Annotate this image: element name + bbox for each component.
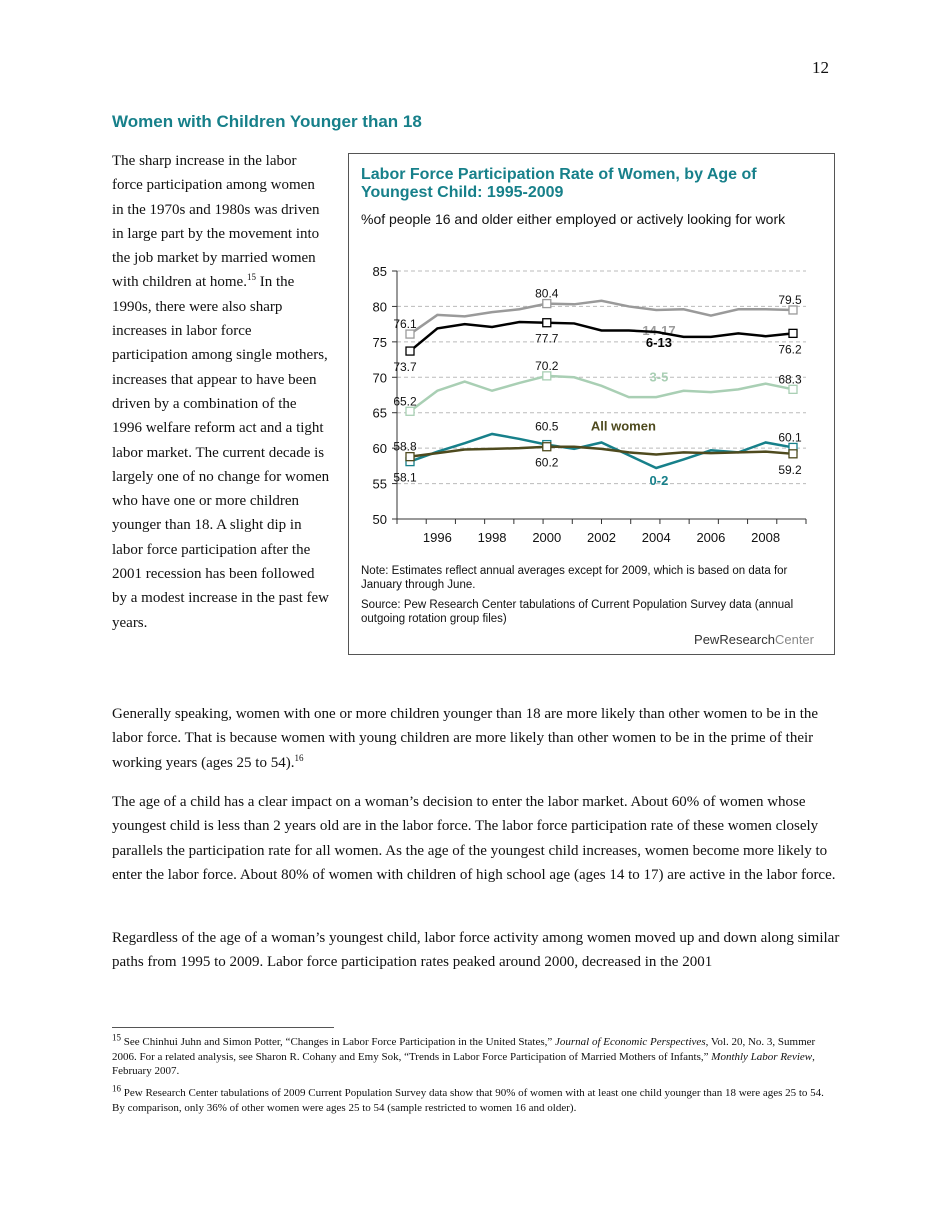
footnote: 15 See Chinhui Juhn and Simon Potter, “C… xyxy=(112,1032,832,1079)
x-tick-label: 1996 xyxy=(423,530,452,545)
data-label: 59.2 xyxy=(778,463,802,477)
data-marker xyxy=(788,328,798,339)
data-label: 58.1 xyxy=(393,471,417,485)
y-tick-label: 75 xyxy=(373,335,387,350)
chart-figure: Labor Force Participation Rate of Women,… xyxy=(348,153,835,655)
data-label: 60.2 xyxy=(535,456,559,470)
journal-title: Monthly Labor Review xyxy=(711,1050,813,1063)
chart-source: Source: Pew Research Center tabulations … xyxy=(361,599,794,625)
data-label: 60.5 xyxy=(535,420,559,434)
data-marker xyxy=(788,305,798,315)
data-label: 80.4 xyxy=(535,287,559,301)
footnote: 16 Pew Research Center tabulations of 20… xyxy=(112,1083,832,1115)
line-chart: 50 55 60 65 70 75 80 85 1996 1998 2000 2002 2004 2006… xyxy=(373,264,807,545)
data-label: 60.1 xyxy=(778,430,802,444)
footnote-text: Pew Research Center tabulations of 2009 … xyxy=(112,1087,824,1114)
data-marker xyxy=(788,449,798,459)
footnote-ref[interactable]: 16 xyxy=(294,752,304,763)
data-label: 79.5 xyxy=(778,293,802,307)
series-line-6-13 xyxy=(409,320,794,353)
page-number: 12 xyxy=(812,58,829,77)
data-marker xyxy=(542,318,552,328)
footnote-number: 15 xyxy=(112,1032,121,1043)
data-marker xyxy=(405,329,415,339)
data-label: 76.1 xyxy=(393,317,417,331)
y-tick-label: 55 xyxy=(373,477,387,492)
y-tick-label: 65 xyxy=(373,406,387,421)
y-tick-label: 60 xyxy=(373,441,387,456)
intro-paragraph: The sharp increase in the labor force pa… xyxy=(112,149,330,635)
y-tick-label: 85 xyxy=(373,264,387,279)
data-label: 73.7 xyxy=(393,360,417,374)
data-label: 76.2 xyxy=(778,342,802,356)
chart-subtitle: %of people 16 and older either employed … xyxy=(361,211,786,227)
body-paragraph: The age of a child has a clear impact on… xyxy=(112,794,836,883)
data-label: 68.3 xyxy=(778,372,802,386)
data-label: 70.2 xyxy=(535,359,559,373)
intro-text: The sharp increase in the labor force pa… xyxy=(112,153,320,291)
x-tick-label: 2008 xyxy=(751,530,780,545)
y-tick-label: 70 xyxy=(373,370,387,385)
data-marker xyxy=(405,406,415,416)
body-paragraph: Regardless of the age of a woman’s young… xyxy=(112,930,840,971)
footnote-text: , Vol. 20, No. 3, Summer 2006. For a rel… xyxy=(112,1036,816,1063)
y-tick-label: 50 xyxy=(373,512,387,527)
data-label: 77.7 xyxy=(535,332,559,346)
logo-text: PewResearch xyxy=(694,632,775,647)
data-marker xyxy=(542,298,552,309)
section-heading: Women with Children Younger than 18 xyxy=(112,112,422,131)
data-marker xyxy=(405,451,415,462)
paragraph-text: Generally speaking, women with one or mo… xyxy=(112,706,819,771)
data-marker xyxy=(542,371,552,381)
intro-text-cont: In the 1990s, there were also sharp incr… xyxy=(112,274,330,631)
series-name-label: All women xyxy=(591,418,656,433)
body-paragraph: Generally speaking, women with one or mo… xyxy=(112,702,842,775)
series-name-label: 3-5 xyxy=(650,370,669,385)
logo-text-center: Center xyxy=(774,632,814,647)
chart-note: Note: Estimates reflect annual averages … xyxy=(361,565,788,591)
footnote-divider xyxy=(112,1027,334,1028)
footnote-text: See Chinhui Juhn and Simon Potter, “Chan… xyxy=(121,1036,555,1048)
series-line-0-2 xyxy=(409,432,794,470)
series-name-label: 0-2 xyxy=(650,473,669,488)
y-tick-label: 80 xyxy=(373,299,387,314)
footnote-ref[interactable]: 15 xyxy=(246,272,256,283)
footnote-text: , February 2007. xyxy=(112,1050,815,1078)
footnote-number: 16 xyxy=(112,1083,121,1094)
x-tick-label: 1998 xyxy=(478,530,507,545)
series-line-3-5 xyxy=(409,374,794,413)
series-name-label: 6-13 xyxy=(646,335,672,350)
x-tick-label: 2002 xyxy=(587,530,616,545)
pew-logo: PewResearchCenter xyxy=(694,632,814,647)
series-line-all-women xyxy=(409,445,794,458)
data-marker xyxy=(788,384,798,394)
series-line-14-17 xyxy=(409,299,794,336)
data-label: 58.8 xyxy=(393,440,417,454)
data-label: 65.2 xyxy=(393,394,417,408)
x-tick-label: 2006 xyxy=(696,530,725,545)
data-marker xyxy=(405,346,415,356)
journal-title: Journal of Economic Perspectives xyxy=(555,1036,706,1048)
x-tick-label: 2000 xyxy=(532,530,561,545)
data-marker xyxy=(542,442,552,452)
x-tick-label: 2004 xyxy=(642,530,671,545)
chart-title: Labor Force Participation Rate of Women,… xyxy=(361,166,757,201)
